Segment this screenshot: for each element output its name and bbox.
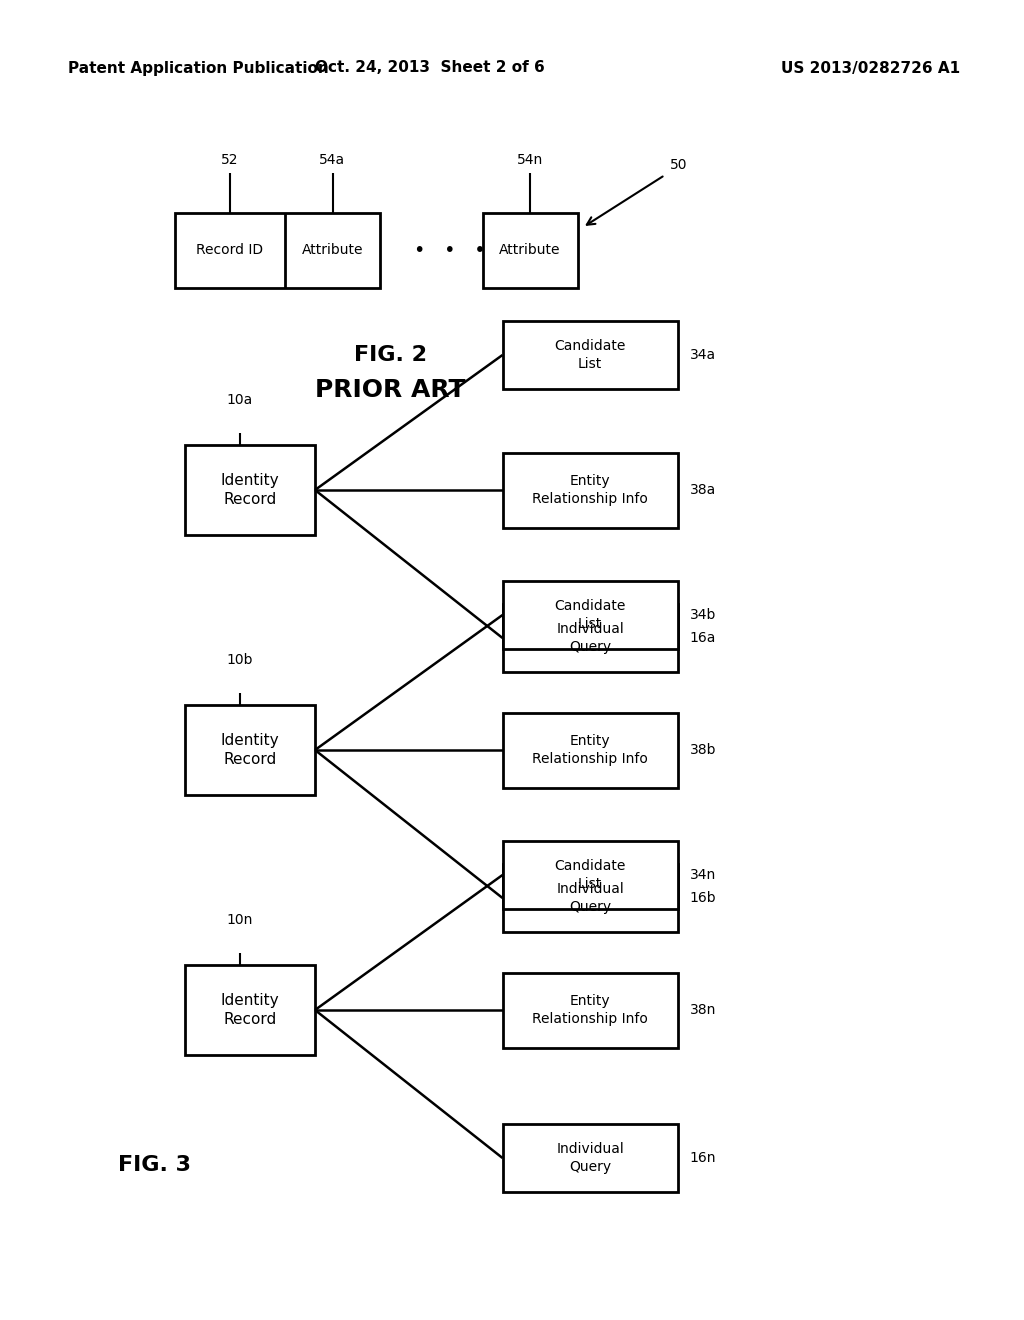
Bar [503,581,678,649]
Text: 38b: 38b [689,743,716,756]
Text: PRIOR ART: PRIOR ART [314,378,465,403]
Bar [482,213,578,288]
Text: Entity
Relationship Info: Entity Relationship Info [532,474,648,506]
Text: 52: 52 [221,153,239,168]
Text: Individual
Query: Individual Query [556,1142,624,1173]
Bar [503,605,678,672]
Text: 16n: 16n [689,1151,716,1166]
Text: 34n: 34n [689,869,716,882]
Text: FIG. 3: FIG. 3 [118,1155,191,1175]
Text: US 2013/0282726 A1: US 2013/0282726 A1 [781,61,961,75]
Bar [503,973,678,1048]
Text: Candidate
List: Candidate List [554,339,626,371]
Text: 10b: 10b [226,653,253,667]
Text: Attribute: Attribute [302,243,364,257]
Bar [503,1125,678,1192]
Text: Entity
Relationship Info: Entity Relationship Info [532,734,648,766]
Text: Individual
Query: Individual Query [556,622,624,653]
Text: FIG. 2: FIG. 2 [353,345,427,366]
Text: 34a: 34a [689,348,716,362]
Bar [185,445,315,535]
Text: Candidate
List: Candidate List [554,599,626,631]
Text: Record ID: Record ID [197,243,263,257]
Text: 34b: 34b [689,609,716,622]
Text: 16b: 16b [689,891,716,906]
Text: Candidate
List: Candidate List [554,859,626,891]
Text: Entity
Relationship Info: Entity Relationship Info [532,994,648,1026]
Text: Attribute: Attribute [500,243,561,257]
Text: 54a: 54a [319,153,345,168]
Bar [185,705,315,795]
Bar [185,965,315,1055]
Text: 10a: 10a [227,393,253,407]
Text: Individual
Query: Individual Query [556,882,624,913]
Text: Identity
Record: Identity Record [221,733,280,767]
Bar [503,453,678,528]
Bar [503,841,678,909]
Text: 54n: 54n [517,153,543,168]
Text: Patent Application Publication: Patent Application Publication [68,61,329,75]
Text: 38a: 38a [689,483,716,498]
Text: 10n: 10n [226,913,253,927]
Text: •   •   •: • • • [414,240,485,260]
Text: Identity
Record: Identity Record [221,993,280,1027]
Text: 50: 50 [670,158,687,172]
Bar [175,213,380,288]
Text: Oct. 24, 2013  Sheet 2 of 6: Oct. 24, 2013 Sheet 2 of 6 [315,61,545,75]
Bar [503,321,678,389]
Text: Identity
Record: Identity Record [221,473,280,507]
Bar [503,865,678,932]
Text: 38n: 38n [689,1003,716,1016]
Bar [503,713,678,788]
Text: 16a: 16a [689,631,716,645]
